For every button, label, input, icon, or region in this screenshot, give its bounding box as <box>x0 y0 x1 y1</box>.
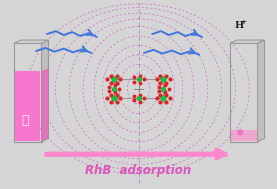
Polygon shape <box>15 71 40 141</box>
Polygon shape <box>42 69 48 141</box>
Text: ✱: ✱ <box>235 128 243 138</box>
Polygon shape <box>14 40 48 43</box>
Text: +: + <box>240 19 246 25</box>
Polygon shape <box>42 40 48 142</box>
Polygon shape <box>258 40 265 142</box>
Polygon shape <box>231 130 257 141</box>
Polygon shape <box>230 40 265 43</box>
Text: H: H <box>234 21 243 30</box>
Text: RhB  adsorption: RhB adsorption <box>85 164 192 177</box>
Text: ⛹: ⛹ <box>22 114 29 127</box>
